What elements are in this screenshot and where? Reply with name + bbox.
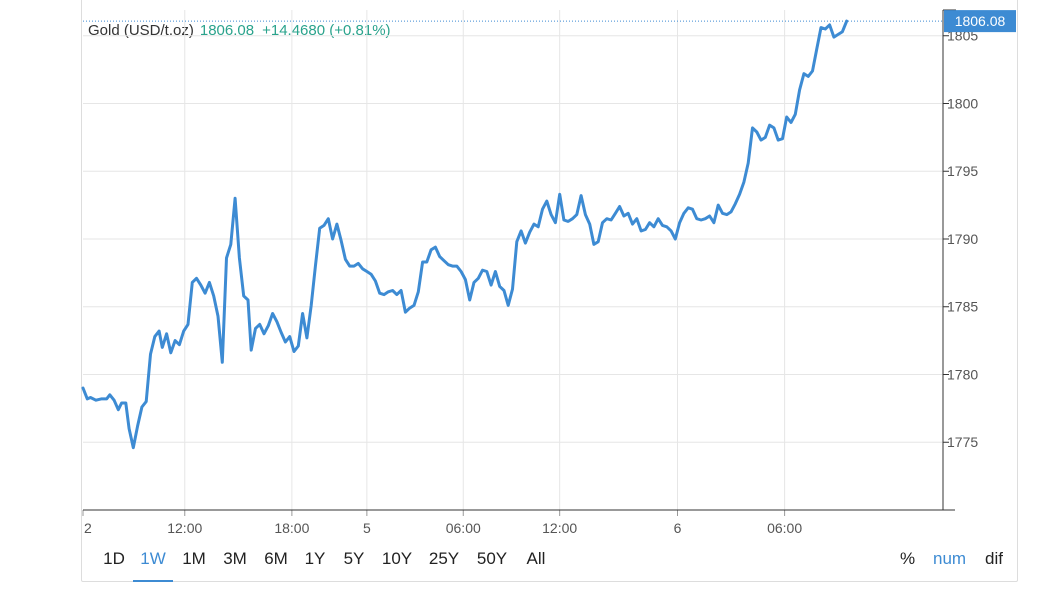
x-tick-label: 6	[674, 520, 682, 536]
instrument-name: Gold (USD/t.oz)	[88, 22, 194, 39]
x-tick-label: 18:00	[274, 520, 309, 536]
y-tick-label: 1795	[947, 163, 978, 179]
y-tick-label: 1775	[947, 434, 978, 450]
x-tick-label: 12:00	[542, 520, 577, 536]
range-button-1m[interactable]: 1M	[182, 549, 206, 568]
x-tick-label: 12:00	[167, 520, 202, 536]
range-button-10y[interactable]: 10Y	[381, 549, 413, 568]
grid-lines	[82, 9, 956, 516]
y-tick-label: 1800	[947, 95, 978, 111]
range-button-all[interactable]: All	[526, 549, 546, 568]
range-button-3m[interactable]: 3M	[223, 549, 247, 568]
x-tick-label: 06:00	[446, 520, 481, 536]
x-tick-label: 06:00	[767, 520, 802, 536]
x-axis-labels: 2 12:00 18:00 5 06:00 12:00 6 06:00	[84, 520, 802, 536]
chart-panel	[81, 0, 1018, 582]
price-tag-label: 1806.08	[955, 13, 1006, 29]
price-tag-background	[944, 10, 1016, 33]
mode-button-num[interactable]: num	[933, 549, 967, 568]
range-button-5y[interactable]: 5Y	[343, 549, 365, 568]
y-tick-label: 1790	[947, 231, 978, 247]
mode-button-percent[interactable]: %	[900, 549, 916, 568]
range-button-1w[interactable]: 1W	[140, 549, 166, 568]
last-price-tag: 1806.08	[944, 10, 1016, 33]
price-change: +14.4680 (+0.81%)	[262, 22, 391, 39]
x-tick-label: 2	[84, 520, 92, 536]
mode-button-dif[interactable]: dif	[985, 549, 1003, 568]
active-range-underline	[133, 580, 173, 582]
range-button-25y[interactable]: 25Y	[428, 549, 460, 568]
range-button-1d[interactable]: 1D	[103, 549, 125, 568]
range-button-1y[interactable]: 1Y	[304, 549, 326, 568]
range-button-50y[interactable]: 50Y	[476, 549, 508, 568]
range-button-6m[interactable]: 6M	[264, 549, 288, 568]
y-tick-label: 1785	[947, 299, 978, 315]
series-line-gold[interactable]	[81, 19, 849, 450]
chart-header: Gold (USD/t.oz) 1806.08 +14.4680 (+0.81%)	[88, 22, 391, 39]
y-tick-label: 1780	[947, 366, 978, 382]
x-tick-label: 5	[363, 520, 371, 536]
current-price: 1806.08	[199, 22, 255, 39]
